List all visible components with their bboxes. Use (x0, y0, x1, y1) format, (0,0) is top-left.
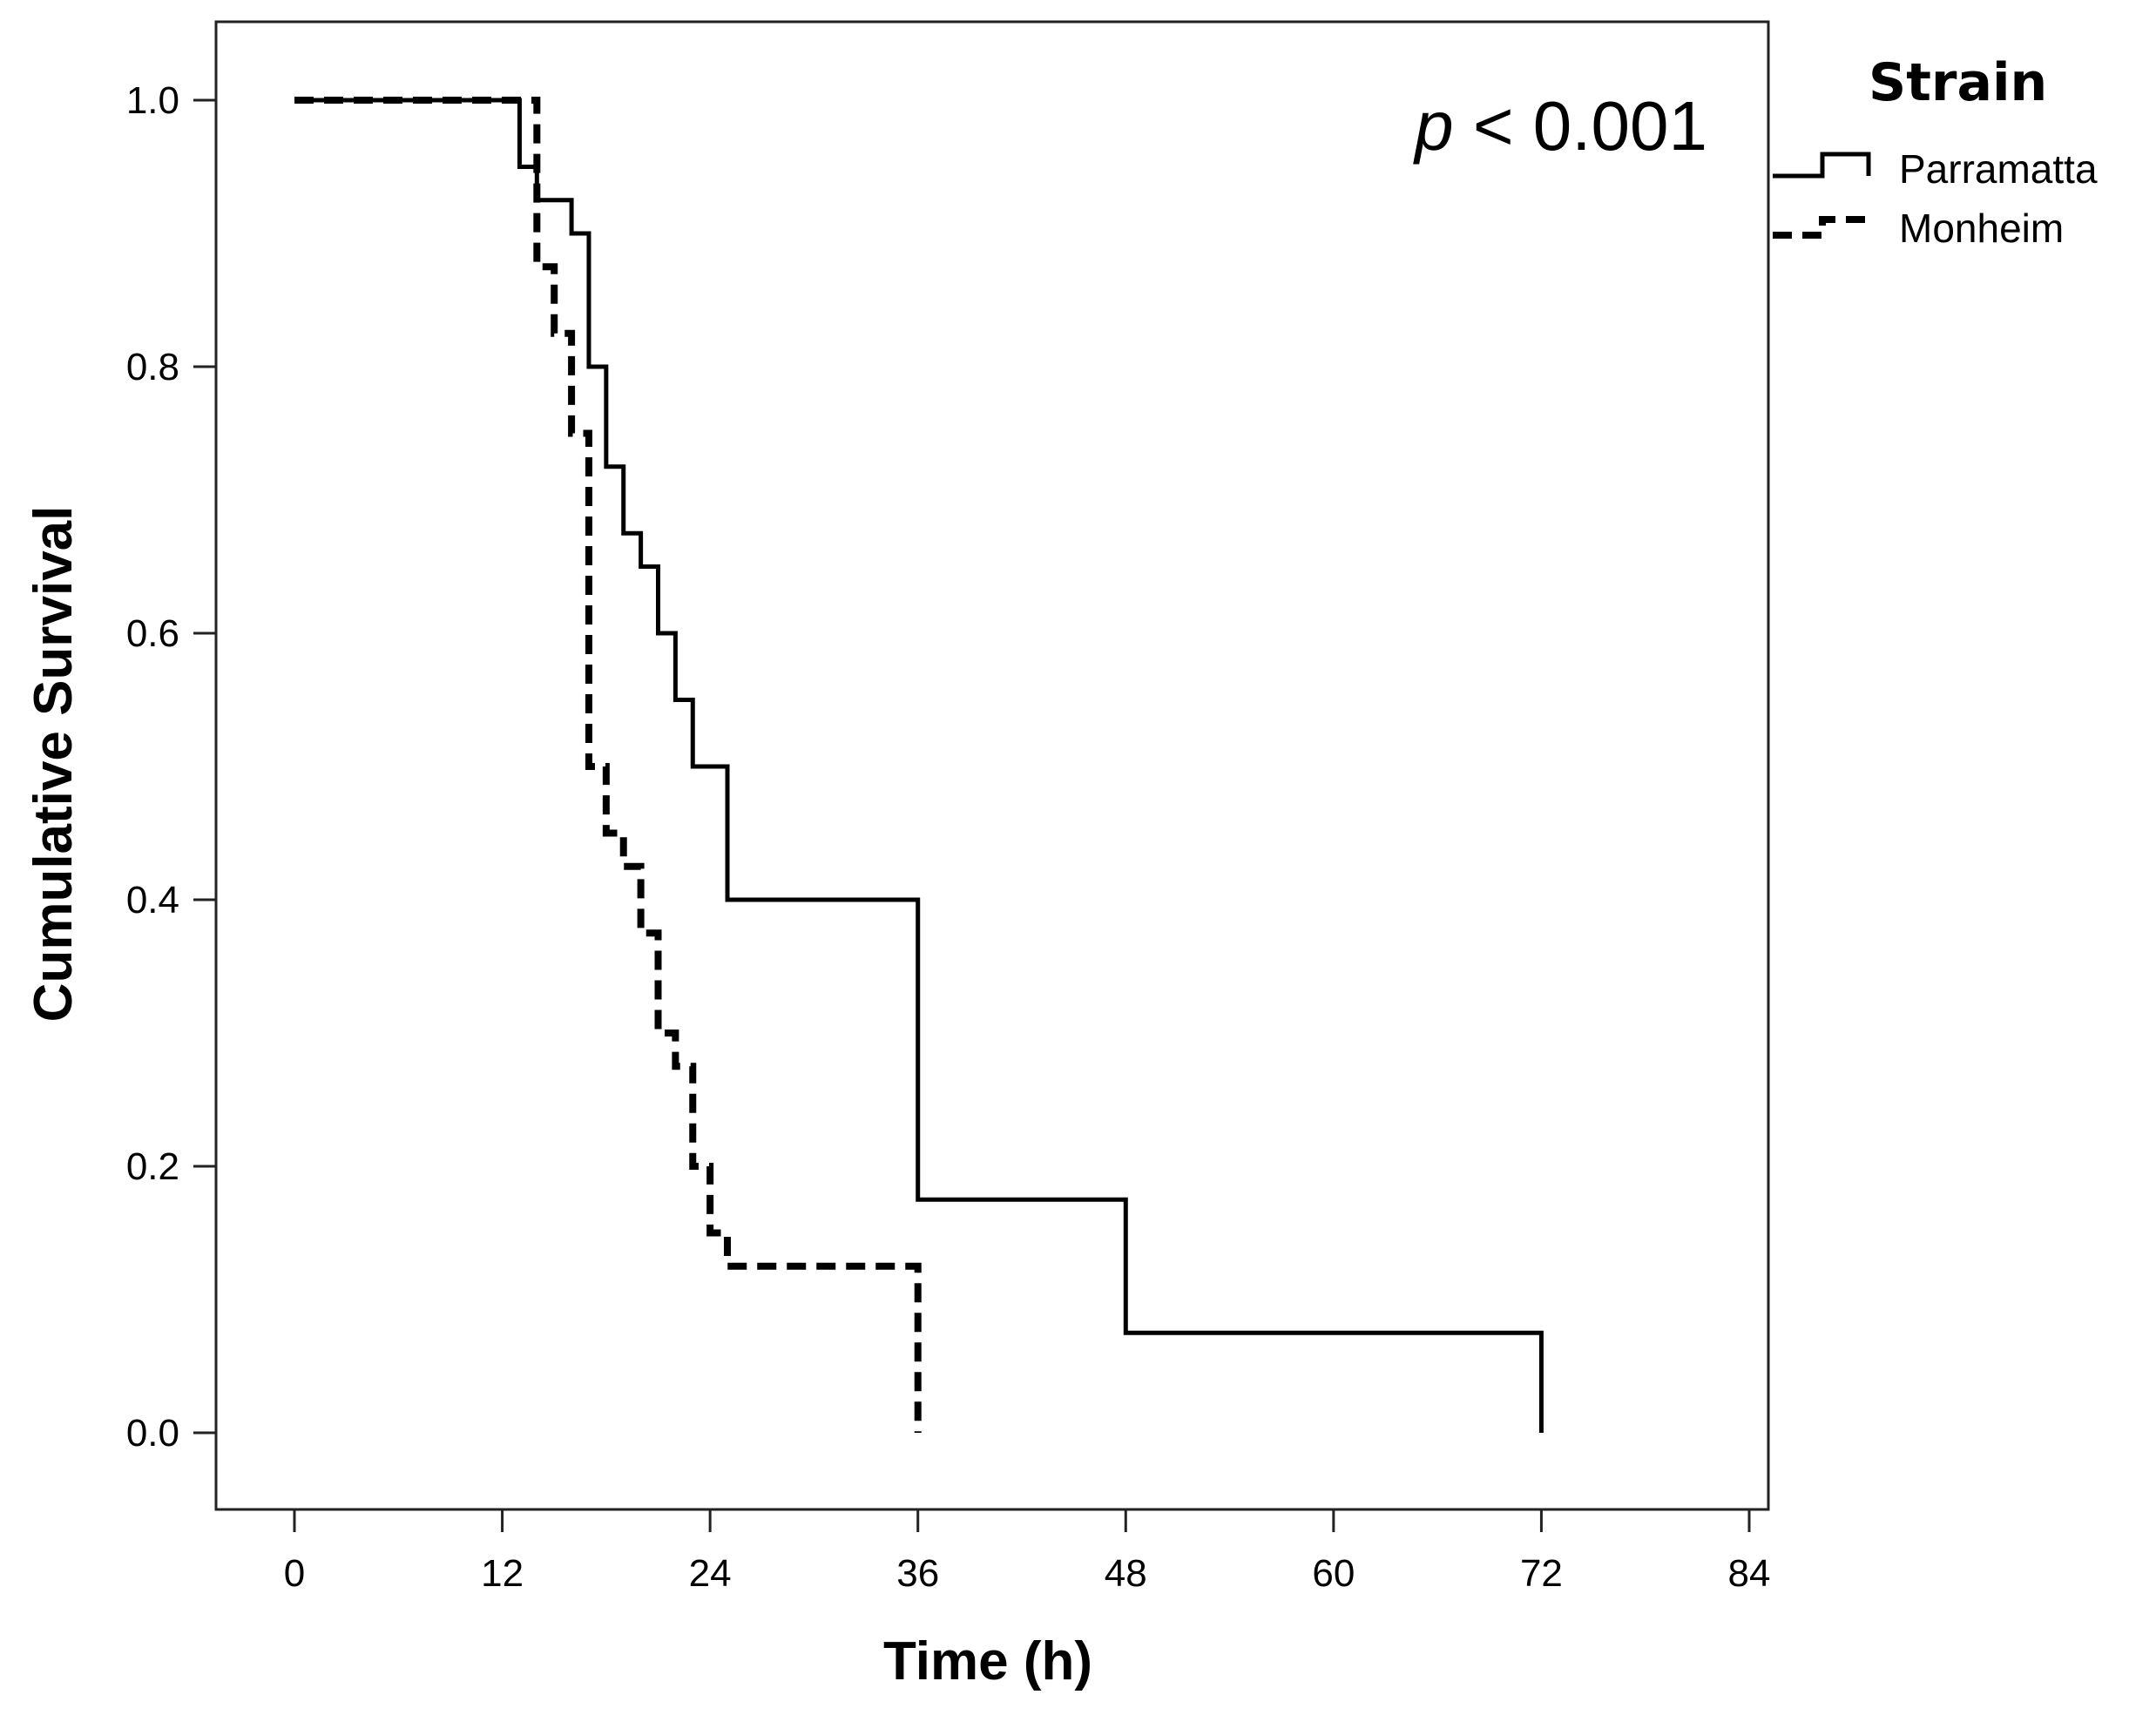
legend-label-monheim: Monheim (1899, 206, 2064, 251)
x-tick-label: 24 (689, 1552, 732, 1595)
x-tick-label: 84 (1728, 1552, 1771, 1595)
plot-frame (214, 20, 1770, 1511)
legend-label-parramatta: Parramatta (1899, 146, 2098, 192)
x-tick-label: 72 (1520, 1552, 1563, 1595)
x-tick-label: 0 (284, 1552, 305, 1595)
x-tick-label: 12 (481, 1552, 524, 1595)
x-tick-label: 48 (1105, 1552, 1147, 1595)
x-tick-label: 60 (1312, 1552, 1355, 1595)
y-tick-label: 0.6 (126, 612, 179, 655)
y-tick-label: 0.2 (126, 1145, 179, 1188)
series-monheim-line (294, 97, 922, 1433)
y-tick-label: 0.4 (126, 879, 179, 922)
y-tick-label: 0.8 (126, 346, 179, 388)
p-value-symbol: p (1413, 87, 1454, 165)
series-parramatta-line (294, 98, 1544, 1433)
x-tick-label: 36 (896, 1552, 939, 1595)
y-tick-label: 0.0 (126, 1412, 179, 1455)
legend-key-parramatta (1773, 152, 1871, 179)
legend-key-monheim (1773, 216, 1869, 239)
p-value-text: < 0.001 (1454, 87, 1707, 165)
p-value-annotation: p < 0.001 (1413, 87, 1707, 165)
x-axis-title: Time (h) (883, 1631, 1092, 1691)
legend-title: Strain (1869, 52, 2047, 113)
y-axis-title: Cumulative Survival (24, 506, 84, 1023)
y-tick-label: 1.0 (126, 79, 179, 122)
